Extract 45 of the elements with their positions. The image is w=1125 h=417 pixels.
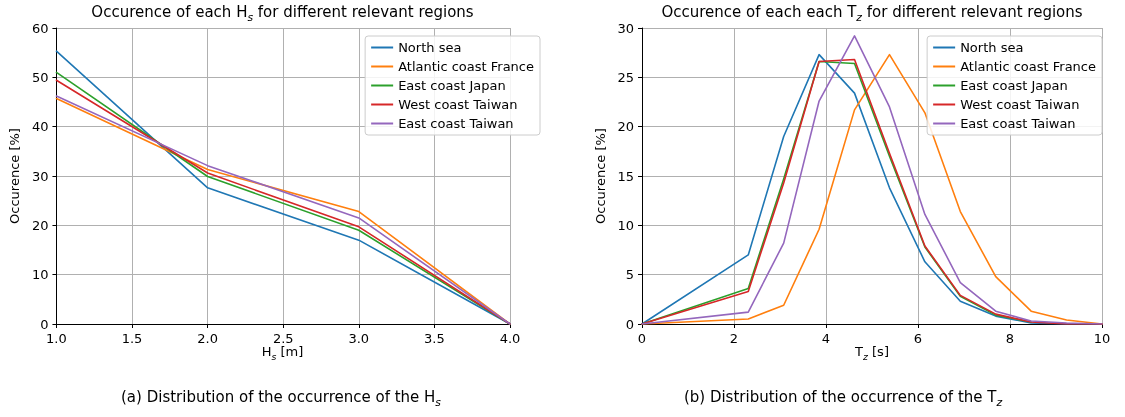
legend-label: North sea <box>960 40 1024 55</box>
x-tick-label: 2 <box>729 331 739 346</box>
y-tick-label: 20 <box>617 119 634 135</box>
y-tick-label: 0 <box>625 316 634 332</box>
y-tick-label: 30 <box>617 20 634 36</box>
x-tick-label: 10 <box>1093 331 1111 346</box>
x-axis-title: H$_{s}$ [m] <box>261 344 304 362</box>
chart-title: Occurence of each each T$_{z}$ for different relevant regions <box>661 3 1083 24</box>
x-tick-label: 3.5 <box>424 331 445 346</box>
x-tick-label: 4 <box>821 331 831 346</box>
legend-label: East coast Japan <box>398 78 506 93</box>
x-tick-label: 2.0 <box>197 331 218 346</box>
x-tick-label: 0 <box>637 331 647 346</box>
y-tick-label: 40 <box>31 119 49 135</box>
y-axis-title: Occurence [%] <box>7 128 22 224</box>
y-tick-label: 25 <box>617 69 634 85</box>
x-tick-label: 3.0 <box>348 331 370 346</box>
chart-title: Occurence of each H$_{s}$ for different relevant regions <box>91 3 474 24</box>
text: (b) Distribution of the occurrence of the T$_{z}$ <box>683 388 1003 409</box>
y-tick-label: 30 <box>31 168 49 184</box>
y-tick-label: 0 <box>40 316 49 332</box>
x-axis-title: T$_{z}$ [s] <box>855 344 889 362</box>
y-tick-label: 10 <box>31 267 49 283</box>
legend-label: North sea <box>398 40 462 55</box>
legend-label: Atlantic coast France <box>960 59 1097 74</box>
legend-label: West coast Taiwan <box>960 97 1080 112</box>
legend-label: Atlantic coast France <box>398 59 535 74</box>
x-tick-label: 4.0 <box>499 331 521 346</box>
x-tick-label: 8 <box>1005 331 1015 346</box>
y-tick-label: 60 <box>31 20 49 36</box>
text: (a) Distribution of the occurrence of the H$_{s}$ <box>121 388 441 409</box>
x-tick-label: 1.0 <box>46 331 67 346</box>
legend-label: East coast Taiwan <box>960 116 1076 131</box>
legend-label: East coast Taiwan <box>398 116 514 131</box>
legend-label: East coast Japan <box>960 78 1068 93</box>
x-tick-label: 2.5 <box>272 331 294 346</box>
y-tick-label: 50 <box>31 69 49 85</box>
x-tick-label: 6 <box>913 331 923 346</box>
y-tick-label: 15 <box>617 168 634 184</box>
y-tick-label: 20 <box>31 217 49 233</box>
y-tick-label: 5 <box>625 267 634 283</box>
legend-label: West coast Taiwan <box>398 97 518 112</box>
y-axis-title: Occurence [%] <box>592 128 608 224</box>
x-tick-label: 1.5 <box>121 331 143 346</box>
y-tick-label: 10 <box>617 217 634 233</box>
